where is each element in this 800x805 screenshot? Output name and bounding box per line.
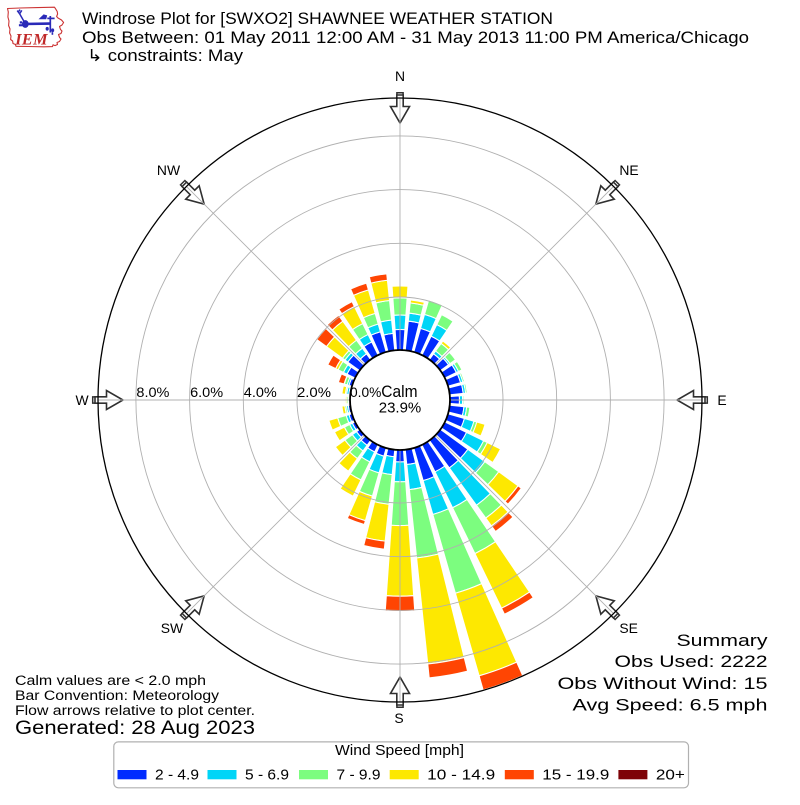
svg-text:SE: SE (619, 620, 638, 636)
svg-text:W: W (75, 392, 89, 408)
svg-text:5 - 6.9: 5 - 6.9 (245, 767, 289, 783)
svg-text:10 - 14.9: 10 - 14.9 (427, 767, 495, 783)
svg-text:20+: 20+ (656, 767, 685, 783)
svg-text:Bar Convention: Meteorology: Bar Convention: Meteorology (15, 688, 219, 703)
svg-text:8.0%: 8.0% (136, 384, 169, 400)
svg-text:Windrose Plot for [SWXO2] SHAW: Windrose Plot for [SWXO2] SHAWNEE WEATHE… (82, 10, 553, 28)
svg-text:Obs Without Wind: 15: Obs Without Wind: 15 (558, 675, 768, 693)
svg-text:↳ constraints: May: ↳ constraints: May (87, 47, 244, 65)
svg-text:S: S (394, 710, 403, 726)
svg-text:6.0%: 6.0% (190, 384, 223, 400)
svg-text:15 - 19.9: 15 - 19.9 (542, 767, 609, 783)
svg-text:7 - 9.9: 7 - 9.9 (337, 767, 381, 783)
svg-text:0.0%: 0.0% (350, 384, 381, 400)
svg-text:Wind Speed [mph]: Wind Speed [mph] (335, 742, 464, 759)
svg-text:Obs Between: 01 May 2011 12:00: Obs Between: 01 May 2011 12:00 AM - 31 M… (82, 29, 749, 47)
svg-text:E: E (717, 392, 726, 408)
svg-text:Obs Used: 2222: Obs Used: 2222 (615, 653, 768, 671)
svg-text:Calm values are < 2.0 mph: Calm values are < 2.0 mph (15, 673, 206, 688)
svg-text:Summary: Summary (677, 632, 769, 650)
svg-text:SW: SW (161, 620, 184, 636)
svg-text:Flow arrows relative to plot c: Flow arrows relative to plot center. (15, 703, 255, 718)
svg-text:2.0%: 2.0% (297, 384, 331, 400)
svg-text:23.9%: 23.9% (379, 400, 422, 417)
svg-text:Generated: 28 Aug 2023: Generated: 28 Aug 2023 (15, 717, 255, 739)
svg-text:N: N (395, 68, 405, 84)
svg-text:NW: NW (157, 162, 181, 178)
svg-text:IEM: IEM (14, 31, 48, 49)
svg-text:2 - 4.9: 2 - 4.9 (155, 767, 199, 783)
svg-text:Avg Speed: 6.5 mph: Avg Speed: 6.5 mph (573, 696, 768, 714)
svg-text:4.0%: 4.0% (244, 384, 277, 400)
svg-text:Calm: Calm (381, 383, 417, 401)
svg-text:NE: NE (619, 162, 638, 178)
